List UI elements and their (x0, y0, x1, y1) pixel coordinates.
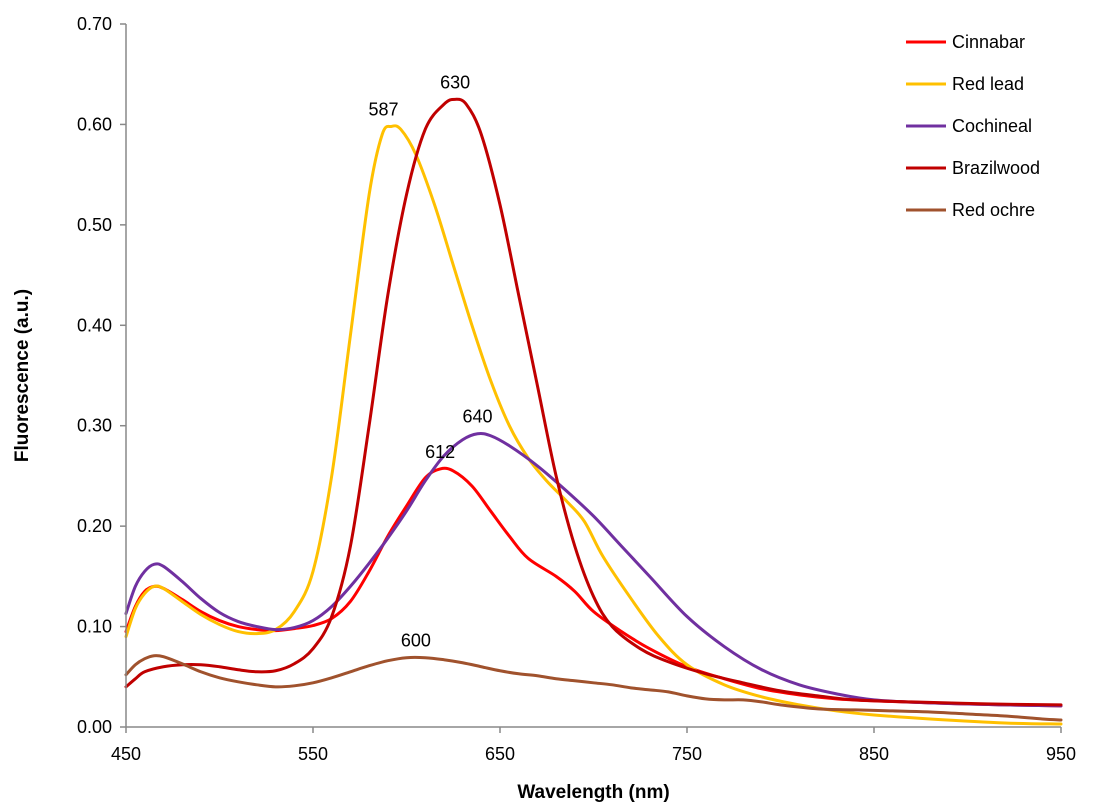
peak-label-640: 640 (463, 407, 493, 427)
y-ticks: 0.00 0.10 0.20 0.30 0.40 0.50 0.60 0.70 (77, 14, 126, 737)
peak-label-612: 612 (425, 442, 455, 462)
y-tick-label: 0.10 (77, 617, 112, 637)
y-tick-label: 0.70 (77, 14, 112, 34)
x-tick-label: 450 (111, 744, 141, 764)
peak-label-600: 600 (401, 631, 431, 651)
legend-label: Red lead (952, 74, 1024, 94)
y-tick-label: 0.40 (77, 315, 112, 335)
series-line-brazilwood (124, 97, 1063, 707)
legend-label: Brazilwood (952, 158, 1040, 178)
series-line-cinnabar (124, 466, 1063, 708)
series-line-red-lead (124, 124, 1063, 726)
plot-lines (124, 97, 1063, 726)
x-tick-label: 650 (485, 744, 515, 764)
legend-label: Cinnabar (952, 32, 1025, 52)
peak-label-587: 587 (369, 99, 399, 119)
axes (125, 24, 1061, 728)
y-tick-label: 0.20 (77, 516, 112, 536)
x-tick-label: 750 (672, 744, 702, 764)
x-ticks: 450 550 650 750 850 950 (111, 727, 1076, 764)
x-tick-label: 950 (1046, 744, 1076, 764)
x-axis-title: Wavelength (nm) (517, 782, 669, 803)
y-tick-label: 0.00 (77, 717, 112, 737)
peak-label-630: 630 (440, 72, 470, 92)
x-tick-label: 550 (298, 744, 328, 764)
x-tick-label: 850 (859, 744, 889, 764)
y-tick-label: 0.60 (77, 114, 112, 134)
peak-annotations: 630 587 640 612 600 (369, 72, 493, 650)
legend-label: Red ochre (952, 200, 1035, 220)
series-line-cochineal (124, 431, 1063, 708)
y-axis-title: Fluorescence (a.u.) (12, 289, 33, 462)
legend: Cinnabar Red lead Cochineal Brazilwood Red o… (906, 32, 1040, 220)
series-line-red-ochre (124, 654, 1063, 722)
legend-label: Cochineal (952, 116, 1032, 136)
y-tick-label: 0.30 (77, 416, 112, 436)
y-tick-label: 0.50 (77, 215, 112, 235)
